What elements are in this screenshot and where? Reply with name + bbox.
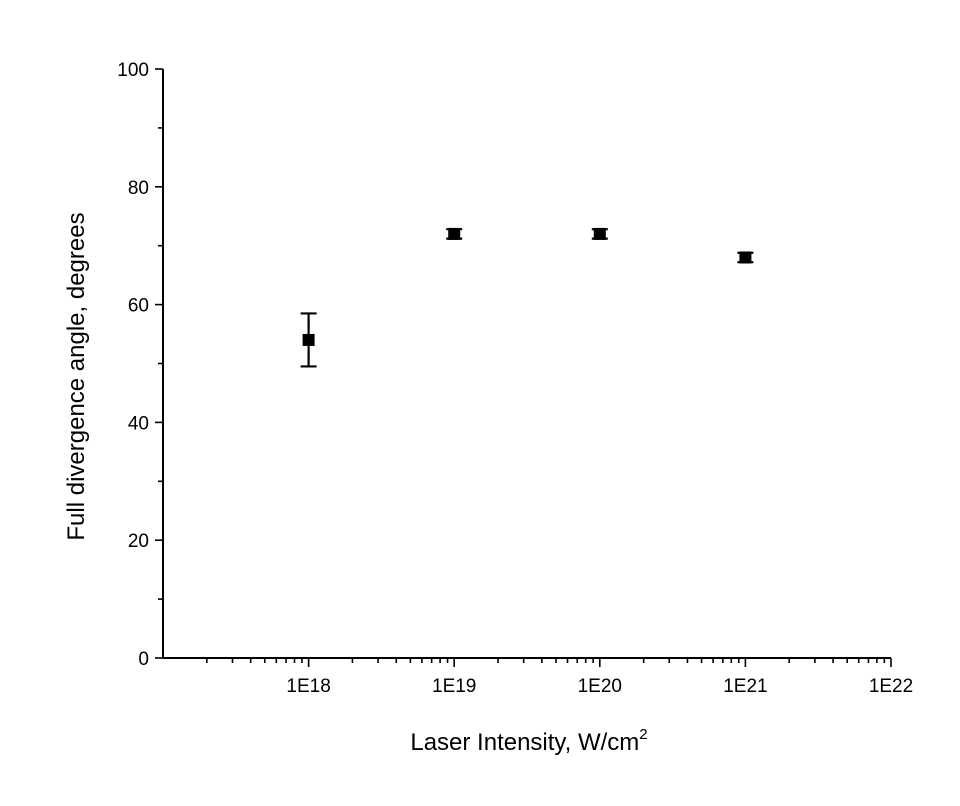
x-axis-title-superscript: 2 bbox=[639, 726, 647, 743]
y-tick-label: 40 bbox=[128, 413, 149, 434]
x-tick-label: 1E22 bbox=[869, 676, 913, 697]
y-axis-title: Full divergence angle, degrees bbox=[63, 212, 90, 540]
data-points bbox=[300, 227, 754, 368]
data-point bbox=[446, 227, 463, 240]
data-point bbox=[591, 227, 608, 240]
x-axis-title: Laser Intensity, W/cm2 bbox=[410, 726, 647, 756]
plot-area: 0 20 40 60 80 100 1E18 1E19 1E20 1E21 1E22 bbox=[117, 60, 913, 697]
square-marker bbox=[302, 333, 315, 346]
square-marker bbox=[448, 227, 461, 240]
data-point bbox=[300, 312, 317, 368]
x-tick-label: 1E20 bbox=[578, 676, 622, 697]
x-axis-title-text: Laser Intensity, W/cm bbox=[410, 729, 639, 756]
y-ticks: 0 20 40 60 80 100 bbox=[117, 60, 163, 670]
y-tick-label: 0 bbox=[138, 649, 149, 670]
square-marker bbox=[593, 227, 606, 240]
y-tick-label: 20 bbox=[128, 531, 149, 552]
data-point bbox=[737, 251, 754, 264]
square-marker bbox=[739, 251, 752, 264]
x-ticks: 1E18 1E19 1E20 1E21 1E22 bbox=[206, 658, 913, 697]
y-tick-label: 80 bbox=[128, 178, 149, 199]
y-tick-label: 60 bbox=[128, 296, 149, 317]
x-tick-label: 1E21 bbox=[723, 676, 767, 697]
x-tick-label: 1E18 bbox=[286, 676, 330, 697]
y-tick-label: 100 bbox=[117, 60, 149, 81]
x-tick-label: 1E19 bbox=[432, 676, 476, 697]
